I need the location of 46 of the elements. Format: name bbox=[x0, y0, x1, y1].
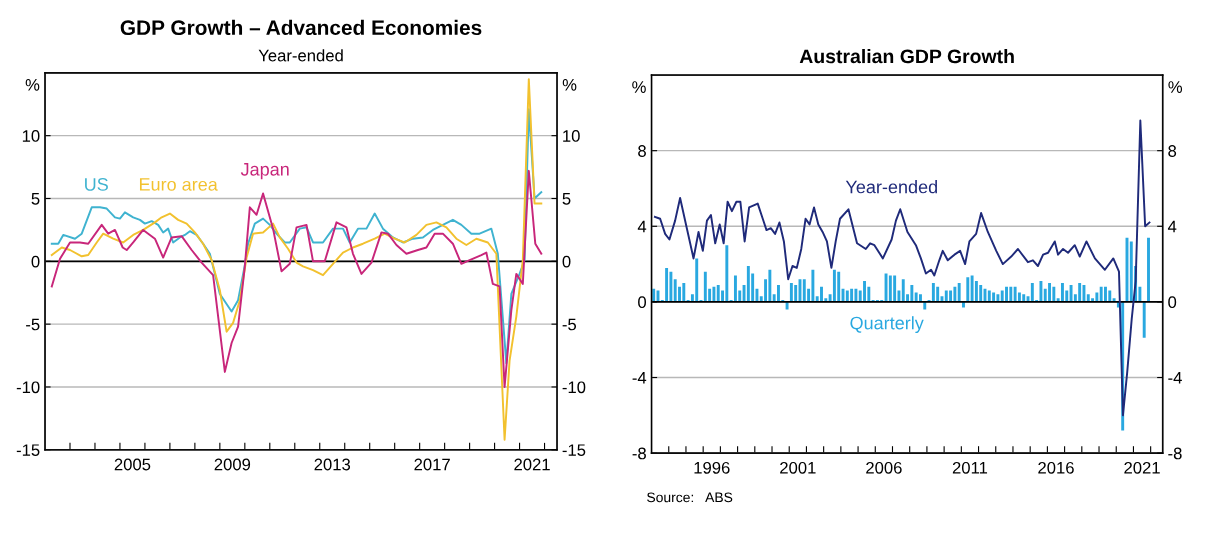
y-tick-label: 8 bbox=[638, 145, 646, 157]
y2-tick-label: 5 bbox=[562, 193, 571, 205]
y2-tick-label: -4 bbox=[1168, 372, 1182, 384]
chart-title: GDP Growth – Advanced Economies bbox=[120, 19, 482, 36]
y2-axis-title: % bbox=[1168, 81, 1183, 93]
y2-tick-label: 8 bbox=[1168, 145, 1177, 157]
y2-tick-label: -15 bbox=[562, 444, 586, 457]
x-tick-label: 2005 bbox=[114, 458, 151, 471]
series-label: US bbox=[85, 177, 108, 191]
x-tick-label: 2006 bbox=[866, 461, 902, 474]
y-tick-label: -10 bbox=[16, 381, 40, 394]
y2-tick-label: 0 bbox=[562, 255, 571, 268]
y-tick-label: 4 bbox=[637, 220, 647, 233]
x-tick-label: 2013 bbox=[314, 458, 351, 471]
x-tick-label: 2017 bbox=[414, 458, 450, 471]
x-tick-label: 1996 bbox=[694, 461, 730, 474]
y2-tick-label: 10 bbox=[563, 130, 580, 142]
y-tick-label: 0 bbox=[638, 296, 647, 309]
y2-tick-label: -8 bbox=[1168, 447, 1182, 460]
y-axis-title: % bbox=[25, 79, 40, 91]
series-label: Euro area bbox=[139, 178, 218, 191]
y-tick-label: 10 bbox=[22, 130, 40, 142]
y2-tick-label: 4 bbox=[1167, 220, 1177, 233]
x-tick-label: 2021 bbox=[1124, 461, 1160, 474]
x-tick-label: 2016 bbox=[1038, 461, 1074, 474]
y-tick-label: -8 bbox=[632, 447, 646, 460]
y2-tick-label: -5 bbox=[562, 318, 577, 331]
y2-tick-label: -10 bbox=[562, 381, 586, 394]
chart-subtitle: Year-ended bbox=[258, 49, 343, 62]
x-tick-label: 2011 bbox=[952, 461, 988, 474]
y-tick-label: -4 bbox=[632, 372, 647, 384]
x-tick-label: 2001 bbox=[780, 461, 816, 474]
chart-title: Australian GDP Growth bbox=[799, 48, 1014, 64]
series-label: Year-ended bbox=[845, 180, 937, 194]
x-tick-label: 2021 bbox=[514, 458, 550, 471]
y2-tick-label: 0 bbox=[1168, 296, 1177, 309]
y-tick-label: -15 bbox=[16, 444, 40, 457]
x-tick-label: 2009 bbox=[214, 458, 251, 471]
y-axis-title: % bbox=[632, 81, 646, 93]
y-tick-label: 5 bbox=[31, 193, 40, 205]
series-label: Quarterly bbox=[850, 316, 924, 334]
y-tick-label: 0 bbox=[31, 255, 40, 268]
y-tick-label: -5 bbox=[26, 318, 40, 331]
y2-axis-title: % bbox=[562, 79, 577, 91]
series-label: Japan bbox=[240, 163, 289, 180]
source-note: Source: ABS bbox=[647, 492, 733, 503]
